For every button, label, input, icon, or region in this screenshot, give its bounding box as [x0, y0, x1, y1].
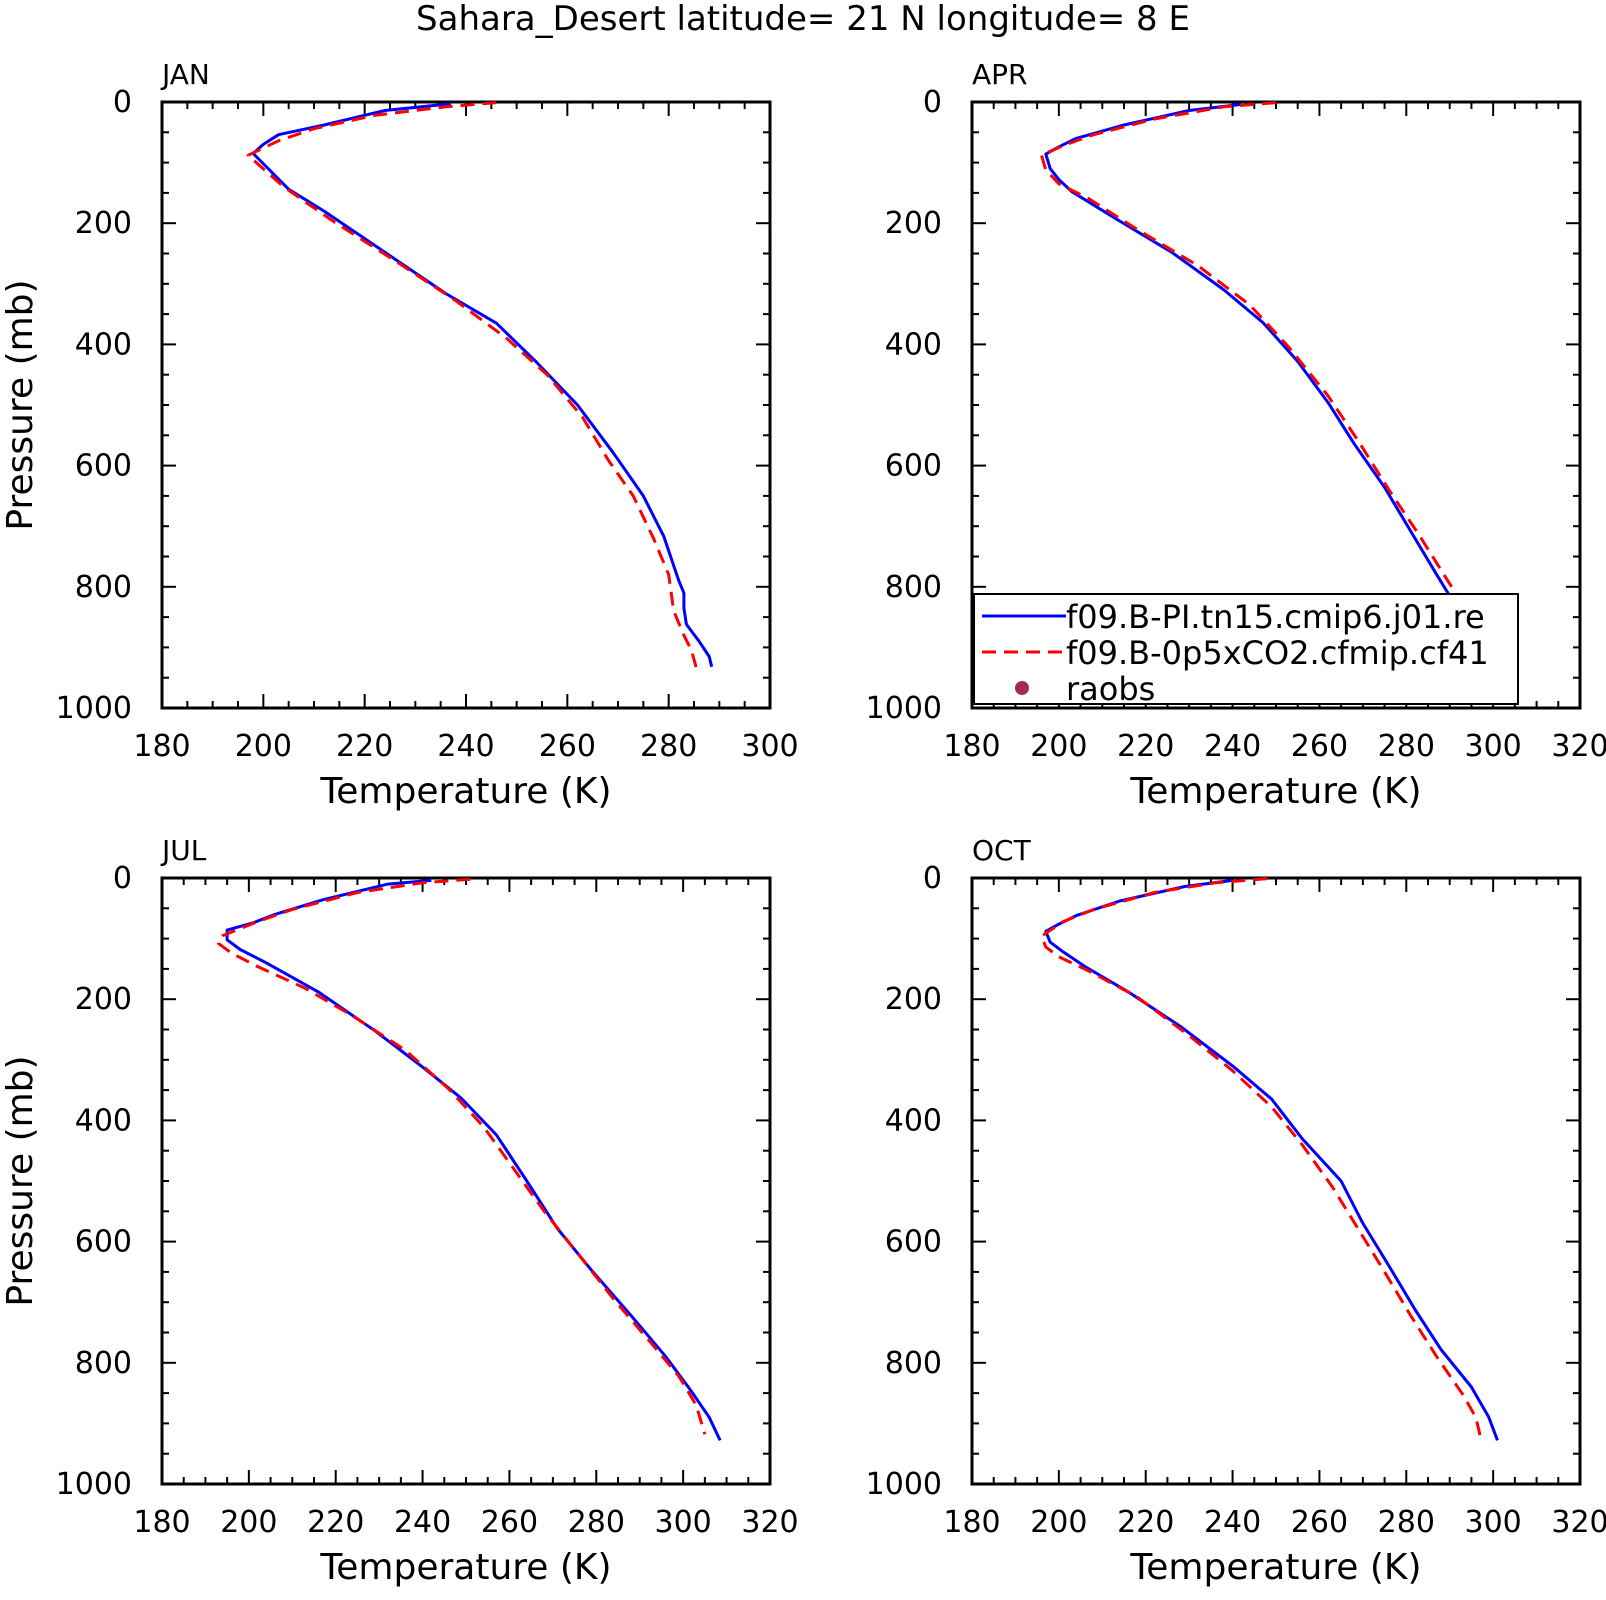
- x-tick-label: 300: [655, 1505, 712, 1540]
- x-tick-label: 200: [1030, 1505, 1087, 1540]
- panel-apr: APR 180 200 220 240 260 280 300 320 0 200 400 600 800…: [866, 58, 1606, 812]
- x-tick-label: 220: [336, 729, 393, 764]
- y-tick-label: 0: [113, 85, 132, 120]
- x-tick-label: 320: [1551, 1505, 1606, 1540]
- legend-label: f09.B-0p5xCO2.cfmip.cf41: [1066, 634, 1489, 672]
- panel-label: OCT: [972, 834, 1032, 867]
- y-tick-label: 400: [75, 327, 132, 362]
- legend-box: [973, 593, 1519, 705]
- x-tick-label: 300: [1465, 1505, 1522, 1540]
- y-tick-label: 800: [75, 570, 132, 605]
- series-line-exp: [1040, 877, 1482, 1436]
- y-tick-label: 200: [885, 982, 942, 1017]
- panel-label: APR: [972, 58, 1028, 91]
- x-tick-label: 280: [568, 1505, 625, 1540]
- panel-oct: OCT 180 200 220 240 260 280 300 320 0 200 400 600 800…: [866, 834, 1606, 1588]
- x-tick-label: 240: [394, 1505, 451, 1540]
- x-tick-label: 260: [1291, 729, 1348, 764]
- x-tick-label: 220: [307, 1505, 364, 1540]
- x-axis-label: Temperature (K): [1129, 771, 1421, 812]
- x-tick-label: 180: [943, 1505, 1000, 1540]
- x-tick-label: 300: [1465, 729, 1522, 764]
- x-tick-label: 180: [133, 729, 190, 764]
- x-tick-label: 240: [1204, 1505, 1261, 1540]
- series-line-ctrl: [1044, 102, 1503, 667]
- series-line-exp: [1040, 101, 1503, 655]
- x-tick-label: 220: [1117, 1505, 1174, 1540]
- series-line-ctrl: [225, 878, 722, 1442]
- legend: f09.B-PI.tn15.cmip6.j01.ref09.B-0p5xCO2.…: [973, 593, 1519, 708]
- series-line-ctrl: [251, 102, 714, 668]
- y-tick-label: 400: [75, 1103, 132, 1138]
- x-tick-label: 220: [1117, 729, 1174, 764]
- x-axis-label: Temperature (K): [319, 1547, 611, 1588]
- plot-frame: [160, 876, 772, 1486]
- x-tick-label: 240: [437, 729, 494, 764]
- x-tick-label: 320: [741, 1505, 798, 1540]
- y-tick-label: 800: [885, 570, 942, 605]
- series-line-ctrl: [1044, 878, 1499, 1441]
- series-line-exp: [217, 877, 707, 1435]
- y-tick-label: 0: [113, 861, 132, 896]
- y-tick-label: 1000: [56, 691, 132, 726]
- y-tick-label: 1000: [866, 691, 942, 726]
- x-tick-label: 280: [640, 729, 697, 764]
- y-tick-label: 200: [75, 206, 132, 241]
- y-axis-label: Pressure (mb): [0, 279, 41, 530]
- y-tick-label: 400: [885, 327, 942, 362]
- x-tick-label: 280: [1378, 729, 1435, 764]
- panel-jan: JAN 180 200 220 240 260 280 300 0 200 400 600 800 100…: [0, 58, 799, 812]
- y-tick-label: 600: [75, 449, 132, 484]
- y-tick-label: 200: [75, 982, 132, 1017]
- y-tick-label: 600: [885, 449, 942, 484]
- panels: JAN 180 200 220 240 260 280 300 0 200 400 600 800 100…: [0, 58, 1606, 1588]
- x-tick-label: 300: [741, 729, 798, 764]
- y-tick-label: 800: [75, 1346, 132, 1381]
- y-tick-label: 200: [885, 206, 942, 241]
- panel-jul: JUL 180 200 220 240 260 280 300 320 0 200 400 600 800…: [0, 834, 799, 1588]
- y-tick-label: 800: [885, 1346, 942, 1381]
- x-tick-label: 180: [133, 1505, 190, 1540]
- x-tick-label: 320: [1551, 729, 1606, 764]
- x-axis-label: Temperature (K): [1129, 1547, 1421, 1588]
- x-tick-label: 260: [539, 729, 596, 764]
- x-tick-label: 180: [943, 729, 1000, 764]
- plot-frame: [970, 876, 1582, 1486]
- plot-frame: [160, 100, 772, 710]
- x-tick-label: 200: [235, 729, 292, 764]
- legend-label: f09.B-PI.tn15.cmip6.j01.re: [1066, 598, 1485, 636]
- x-tick-label: 200: [220, 1505, 277, 1540]
- x-tick-label: 200: [1030, 729, 1087, 764]
- y-tick-label: 600: [75, 1225, 132, 1260]
- legend-marker-raobs: [1015, 681, 1029, 695]
- figure-title: Sahara_Desert latitude= 21 N longitude= …: [416, 0, 1190, 39]
- y-tick-label: 1000: [866, 1467, 942, 1502]
- panel-label: JAN: [160, 58, 210, 91]
- x-axis-label: Temperature (K): [319, 771, 611, 812]
- legend-label: raobs: [1066, 670, 1155, 708]
- x-tick-label: 260: [481, 1505, 538, 1540]
- y-tick-label: 400: [885, 1103, 942, 1138]
- series-line-exp: [246, 101, 698, 669]
- y-axis-label: Pressure (mb): [0, 1055, 41, 1306]
- y-tick-label: 600: [885, 1225, 942, 1260]
- y-tick-label: 1000: [56, 1467, 132, 1502]
- panel-label: JUL: [160, 834, 207, 867]
- y-tick-label: 0: [923, 85, 942, 120]
- x-tick-label: 260: [1291, 1505, 1348, 1540]
- x-tick-label: 240: [1204, 729, 1261, 764]
- x-tick-label: 280: [1378, 1505, 1435, 1540]
- y-tick-label: 0: [923, 861, 942, 896]
